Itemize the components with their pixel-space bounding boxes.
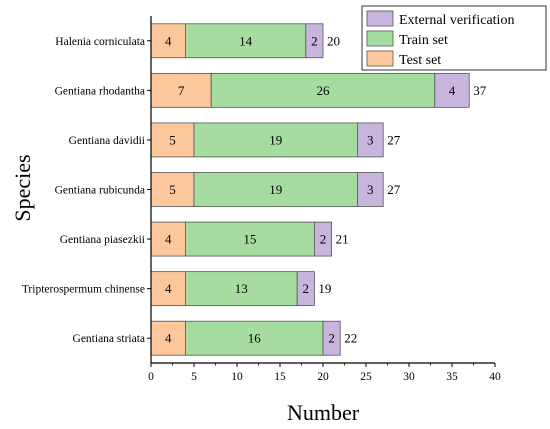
x-tick-label: 25 [360, 371, 372, 383]
bar-total-label: 37 [473, 83, 487, 98]
category-label: Gentiana rubicunda [55, 185, 145, 197]
x-tick-label: 40 [489, 371, 501, 383]
bar-value-label: 4 [449, 83, 456, 98]
bar-value-label: 2 [320, 232, 327, 247]
bar-segment [305, 23, 324, 59]
bar-value-label: 2 [328, 331, 335, 346]
bar-segment [193, 122, 358, 158]
bar-value-label: 15 [243, 232, 256, 247]
category-label: Tripterospermum chinense [22, 284, 145, 296]
bar-value-label: 2 [311, 33, 318, 48]
bar-value-label: 14 [239, 33, 253, 48]
bar-total-label: 22 [344, 331, 357, 346]
bar-segment [184, 23, 307, 59]
legend-label: Train set [399, 33, 448, 48]
bar-segment [150, 271, 186, 307]
bar-value-label: 3 [367, 182, 374, 197]
category-label: Gentiana piasezkii [60, 234, 145, 246]
bar-value-label: 4 [165, 232, 172, 247]
bar-value-label: 3 [367, 132, 374, 147]
bar-segment [150, 72, 212, 108]
x-tick-label: 20 [317, 371, 329, 383]
bars-layer [150, 23, 470, 356]
y-axis-title: Species [10, 154, 35, 221]
legend-swatch [366, 10, 394, 27]
bar-value-label: 19 [269, 182, 282, 197]
bar-value-label: 13 [235, 281, 248, 296]
bar-value-label: 4 [165, 331, 172, 346]
bar-value-label: 19 [269, 132, 282, 147]
bar-value-label: 26 [317, 83, 331, 98]
bar-value-label: 4 [165, 33, 172, 48]
bar-segment [296, 271, 315, 307]
bar-segment [356, 122, 384, 158]
x-tick-label: 5 [191, 371, 197, 383]
bar-total-label: 27 [387, 132, 401, 147]
x-tick-label: 0 [148, 371, 154, 383]
category-label: Gentiana rhodantha [55, 85, 145, 97]
bar-segment [434, 72, 470, 108]
x-axis-title: Number [287, 400, 360, 425]
x-tick-label: 10 [231, 371, 243, 383]
bar-segment [322, 320, 341, 356]
bar-segment [150, 122, 195, 158]
axes-layer [147, 16, 496, 367]
bar-total-label: 27 [387, 182, 401, 197]
category-label: Halenia corniculata [55, 36, 145, 48]
legend-swatch [366, 50, 394, 67]
legend-swatch [366, 30, 394, 47]
bar-segment [150, 320, 186, 356]
bar-segment [150, 23, 186, 59]
legend: External verification Train set Test set [361, 5, 547, 71]
bar-total-label: 19 [318, 281, 331, 296]
bar-value-label: 2 [303, 281, 310, 296]
bar-segment [193, 172, 358, 207]
x-tick-label: 30 [403, 371, 415, 383]
legend-label: External verification [399, 13, 514, 28]
bar-value-label: 7 [178, 83, 185, 98]
legend-label: Test set [399, 53, 441, 68]
bar-segment [356, 172, 384, 207]
bar-total-label: 20 [327, 33, 340, 48]
bar-segment [184, 320, 324, 356]
category-label: Gentiana davidii [69, 135, 145, 147]
bar-value-label: 5 [169, 132, 176, 147]
bar-segment [210, 72, 436, 108]
bar-value-label: 4 [165, 281, 172, 296]
bar-segment [313, 221, 332, 257]
x-tick-label: 35 [446, 371, 458, 383]
category-label: Gentiana striata [73, 333, 145, 345]
bar-segment [184, 221, 315, 257]
bar-value-label: 16 [248, 331, 262, 346]
bar-value-label: 5 [169, 182, 176, 197]
x-tick-label: 15 [274, 371, 286, 383]
bar-segment [150, 221, 186, 257]
bar-total-label: 21 [336, 232, 349, 247]
